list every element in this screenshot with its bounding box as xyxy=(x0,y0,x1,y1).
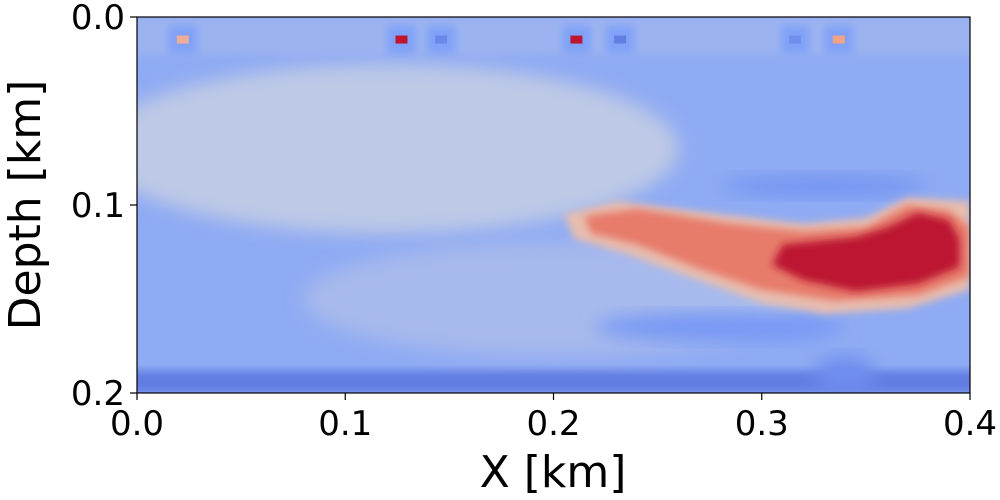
x-axis-label: X [km] xyxy=(480,447,627,498)
source-artifact xyxy=(387,25,416,54)
y-axis-ticks: 0.0 0.1 0.2 xyxy=(71,0,137,414)
dark-streak xyxy=(595,312,846,343)
x-tick-label: 0.0 xyxy=(110,404,164,444)
y-tick-label: 0.2 xyxy=(71,374,125,414)
artifact-core xyxy=(176,35,189,44)
artifact-core xyxy=(395,35,408,44)
heatmap-field xyxy=(137,17,970,393)
artifact-core xyxy=(614,35,627,44)
artifact-core xyxy=(789,35,802,44)
source-artifact xyxy=(562,25,591,54)
anomaly-core xyxy=(772,212,960,292)
dark-streak xyxy=(813,355,877,393)
artifact-core xyxy=(570,35,583,44)
artifact-core xyxy=(435,35,448,44)
y-tick-label: 0.0 xyxy=(71,0,125,38)
dark-artifact xyxy=(427,25,456,54)
y-axis-label: Depth [km] xyxy=(0,80,51,331)
heatmap-plot-area xyxy=(137,17,970,393)
dark-artifact xyxy=(781,25,810,54)
x-tick-label: 0.4 xyxy=(943,404,997,444)
dark-band-near-bottom xyxy=(137,370,970,393)
x-axis-ticks: 0.0 0.1 0.2 0.3 0.4 xyxy=(110,393,997,444)
x-tick-label: 0.3 xyxy=(735,404,789,444)
source-artifact xyxy=(168,25,197,54)
source-artifact xyxy=(824,25,853,54)
shallow-light-band xyxy=(137,64,679,234)
x-tick-label: 0.2 xyxy=(526,404,580,444)
artifact-core xyxy=(832,35,845,44)
x-tick-label: 0.1 xyxy=(318,404,372,444)
dark-artifact xyxy=(606,25,635,54)
y-tick-label: 0.1 xyxy=(71,186,125,226)
dark-streak xyxy=(720,174,929,198)
